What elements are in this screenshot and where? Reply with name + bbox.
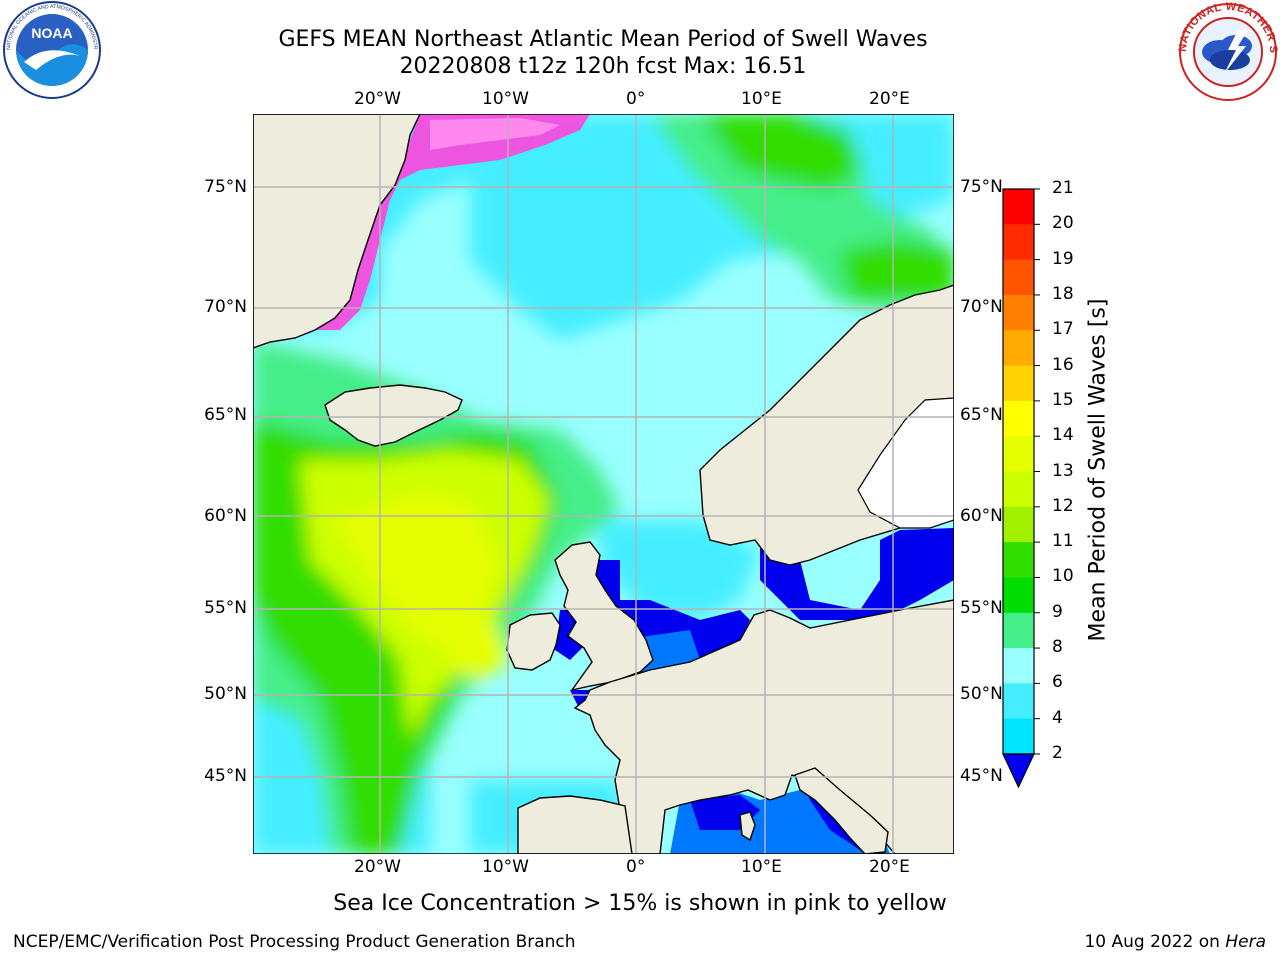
lat-label-right: 50°N — [960, 684, 1003, 704]
colorbar-band — [1003, 542, 1034, 578]
map-gridlines — [253, 114, 954, 854]
lon-label-bottom: 10°W — [482, 857, 529, 877]
colorbar-tick-label: 18 — [1052, 283, 1074, 304]
lon-label-bottom: 0° — [626, 857, 646, 877]
nws-logo: NATIONAL WEATHER SERVICE — [1176, 0, 1279, 101]
colorbar-tick-label: 14 — [1052, 425, 1074, 446]
footer-date: 10 Aug 2022 on Hera — [1084, 932, 1266, 952]
lat-label-right: 75°N — [960, 177, 1003, 197]
colorbar-band — [1003, 400, 1034, 437]
corsica — [739, 811, 756, 842]
lon-label-top: 20°E — [869, 89, 910, 109]
lat-label-right: 45°N — [960, 766, 1003, 786]
colorbar-band — [1003, 648, 1034, 684]
colorbar-band — [1003, 506, 1034, 543]
noaa-logo-text: NOAA — [31, 25, 72, 41]
colorbar-tick-label: 17 — [1052, 319, 1074, 340]
colorbar — [1002, 188, 1040, 789]
colorbar-tick-label: 10 — [1052, 566, 1074, 587]
colorbar-tick-label: 20 — [1052, 213, 1074, 234]
iceland — [324, 384, 463, 447]
colorbar-label: Mean Period of Swell Waves [s] — [1085, 298, 1111, 642]
ireland — [506, 612, 561, 671]
lat-label-right: 70°N — [960, 297, 1003, 317]
footer-date-text: 10 Aug 2022 on — [1084, 932, 1226, 952]
colorbar-band — [1003, 224, 1034, 261]
colorbar-band — [1003, 471, 1034, 508]
colorbar-band — [1003, 683, 1034, 720]
lat-label-left: 70°N — [204, 297, 247, 317]
colorbar-band — [1003, 577, 1034, 614]
lon-label-bottom: 20°W — [354, 857, 401, 877]
swell-period-map — [253, 114, 954, 854]
italy — [794, 767, 889, 854]
colorbar-band — [1003, 259, 1034, 296]
lat-label-right: 65°N — [960, 405, 1003, 425]
colorbar-band — [1003, 294, 1034, 331]
colorbar-band — [1003, 330, 1034, 367]
lat-label-left: 50°N — [204, 684, 247, 704]
colorbar-tick-label: 8 — [1052, 637, 1063, 658]
greenland — [253, 114, 421, 349]
colorbar-band — [1003, 718, 1034, 755]
colorbar-frame — [1002, 188, 1035, 755]
lat-label-left: 45°N — [204, 766, 247, 786]
iberian-peninsula — [517, 795, 633, 854]
colorbar-tick-label: 9 — [1052, 601, 1063, 622]
sea-ice-note: Sea Ice Concentration > 15% is shown in … — [333, 891, 947, 916]
colorbar-band — [1003, 612, 1034, 649]
colorbar-tick-label: 13 — [1052, 460, 1074, 481]
colorbar-band — [1003, 189, 1034, 225]
lat-label-left: 65°N — [204, 405, 247, 425]
lat-label-left: 75°N — [204, 177, 247, 197]
colorbar-tick-label: 16 — [1052, 354, 1074, 375]
colorbar-tick-label: 21 — [1052, 178, 1074, 198]
lon-label-top: 20°W — [354, 89, 401, 109]
colorbar-tick-label: 11 — [1052, 531, 1074, 552]
colorbar-band — [1003, 436, 1034, 472]
lat-label-left: 55°N — [204, 598, 247, 618]
colorbar-tick-label: 12 — [1052, 495, 1074, 516]
lon-label-top: 0° — [626, 89, 646, 109]
colorbar-tick-label: 2 — [1052, 743, 1063, 763]
colorbar-tick-label: 6 — [1052, 672, 1063, 693]
chart-title-line2: 20220808 t12z 120h fcst Max: 16.51 — [399, 54, 807, 79]
noaa-logo: NOAA NATIONAL OCEANIC AND ATMOSPHERIC AD… — [0, 0, 101, 99]
lon-label-top: 10°W — [482, 89, 529, 109]
footer-machine: Hera — [1225, 932, 1266, 952]
colorbar-extension — [1002, 753, 1035, 789]
colorbar-tick-label: 19 — [1052, 248, 1074, 269]
colorbar-tick-label: 15 — [1052, 389, 1074, 410]
lat-label-left: 60°N — [204, 506, 247, 526]
colorbar-tick-label: 4 — [1052, 707, 1063, 728]
lon-label-bottom: 20°E — [869, 857, 910, 877]
lon-label-top: 10°E — [741, 89, 782, 109]
lon-label-bottom: 10°E — [741, 857, 782, 877]
lat-label-right: 55°N — [960, 598, 1003, 618]
lat-label-right: 60°N — [960, 506, 1003, 526]
colorbar-band — [1003, 365, 1034, 402]
chart-title-line1: GEFS MEAN Northeast Atlantic Mean Period… — [278, 27, 928, 52]
footer-branch: NCEP/EMC/Verification Post Processing Pr… — [13, 932, 576, 952]
